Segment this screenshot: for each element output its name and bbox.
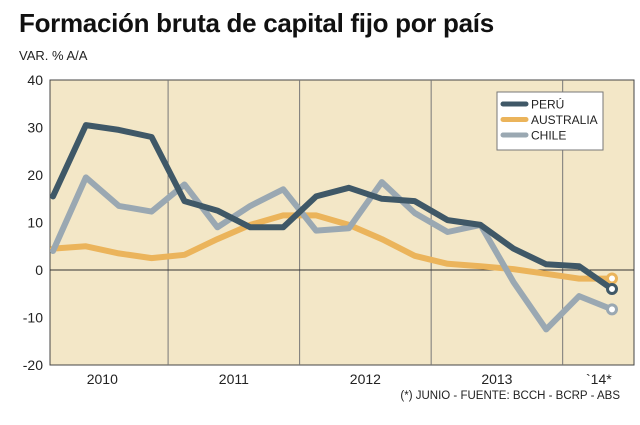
y-axis-ticks: 40 30 20 10 0 -10 -20 [23, 72, 43, 373]
x-tick-label: 2013 [481, 371, 512, 387]
y-tick-label: 0 [35, 262, 43, 278]
y-tick-label: 40 [27, 72, 43, 88]
series-endpoint-perú [606, 283, 618, 295]
legend-label: CHILE [531, 129, 566, 143]
series-line-perú [50, 122, 615, 292]
y-tick-label: 20 [27, 167, 43, 183]
x-tick-label: 2011 [219, 371, 249, 387]
chart-subtitle: VAR. % A/A [19, 48, 88, 63]
series-endpoint-australia [606, 272, 618, 285]
y-tick-label: 10 [27, 215, 43, 231]
y-tick-label: 30 [27, 120, 43, 136]
x-tick-label: `14* [586, 371, 612, 387]
x-axis-ticks: 2010 2011 2012 2013 `14* [87, 371, 612, 387]
series-endpoint-chile [606, 303, 618, 316]
series-line-australia [50, 212, 615, 282]
chart-title: Formación bruta de capital fijo por país [19, 8, 494, 38]
series-line-chile [50, 174, 615, 333]
series-lines [50, 122, 618, 333]
source-note: (*) JUNIO - FUENTE: BCCH - BCRP - ABS [400, 390, 620, 402]
legend-label: PERÚ [531, 97, 564, 112]
legend-label: AUSTRALIA [531, 113, 598, 127]
y-tick-label: -20 [23, 357, 43, 373]
x-tick-label: 2012 [350, 371, 381, 387]
x-tick-label: 2010 [87, 371, 118, 387]
y-tick-label: -10 [23, 310, 43, 326]
